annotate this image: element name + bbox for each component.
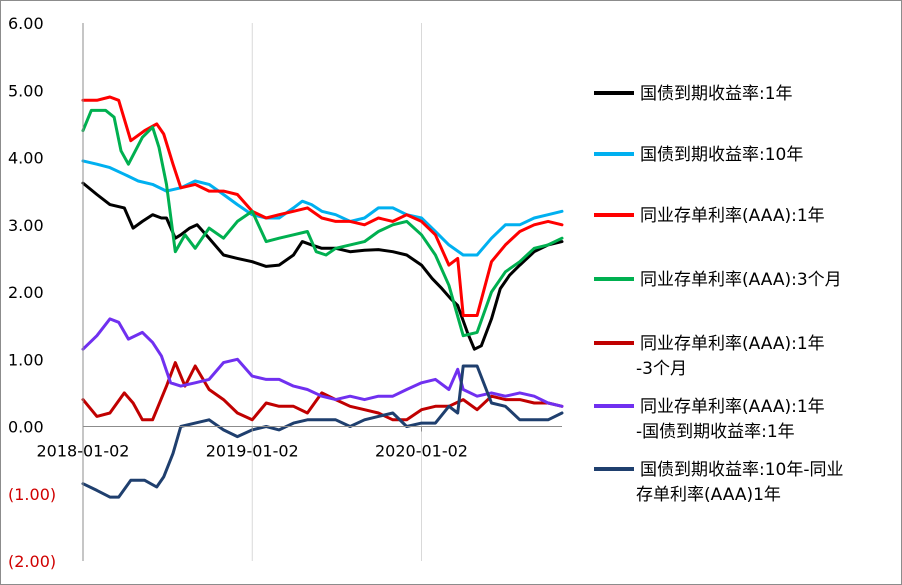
legend-label: -3个月: [636, 359, 687, 379]
y-tick-label: 6.00: [8, 14, 44, 33]
series-lines: [81, 95, 564, 499]
legend-label: 同业存单利率(AAA):1年: [640, 334, 825, 354]
legend-label: 国债到期收益率:10年-同业: [640, 460, 844, 480]
y-axis: 6.00 5.00 4.00 3.00 2.00 1.00 0.00 (1.00) (2.00): [8, 14, 84, 571]
y-tick-label: 3.00: [8, 216, 44, 235]
y-tick-label: 0.00: [8, 418, 44, 437]
series-line-5: [81, 361, 564, 422]
x-tick-label: 2019-01-02: [206, 442, 299, 461]
y-tick-label: (2.00): [8, 552, 56, 571]
series-line-1: [81, 181, 564, 351]
legend-label: 同业存单利率(AAA):3个月: [640, 270, 842, 290]
series-line-4: [81, 108, 564, 338]
series-line-2: [81, 159, 564, 257]
series-line-3: [81, 95, 564, 317]
series-line-6: [81, 317, 564, 408]
x-tick-label: 2018-01-02: [37, 442, 130, 461]
series-line-7: [81, 364, 564, 499]
y-tick-label: 4.00: [8, 149, 44, 168]
y-tick-label: 1.00: [8, 350, 44, 369]
legend-label: 存单利率(AAA)1年: [636, 485, 781, 505]
y-tick-label: 2.00: [8, 283, 44, 302]
legend-label: -国债到期收益率:1年: [636, 422, 795, 442]
legend-label: 同业存单利率(AAA):1年: [640, 206, 825, 226]
legend-label: 同业存单利率(AAA):1年: [640, 397, 825, 417]
legend-label: 国债到期收益率:1年: [640, 84, 793, 104]
legend: 国债到期收益率:1年国债到期收益率:10年同业存单利率(AAA):1年同业存单利…: [594, 84, 844, 505]
y-tick-label: 5.00: [8, 81, 44, 100]
legend-label: 国债到期收益率:10年: [640, 145, 803, 165]
y-tick-label: (1.00): [8, 485, 56, 504]
x-axis: 2018-01-02 2019-01-02 2020-01-02: [37, 426, 562, 461]
x-tick-label: 2020-01-02: [375, 442, 468, 461]
